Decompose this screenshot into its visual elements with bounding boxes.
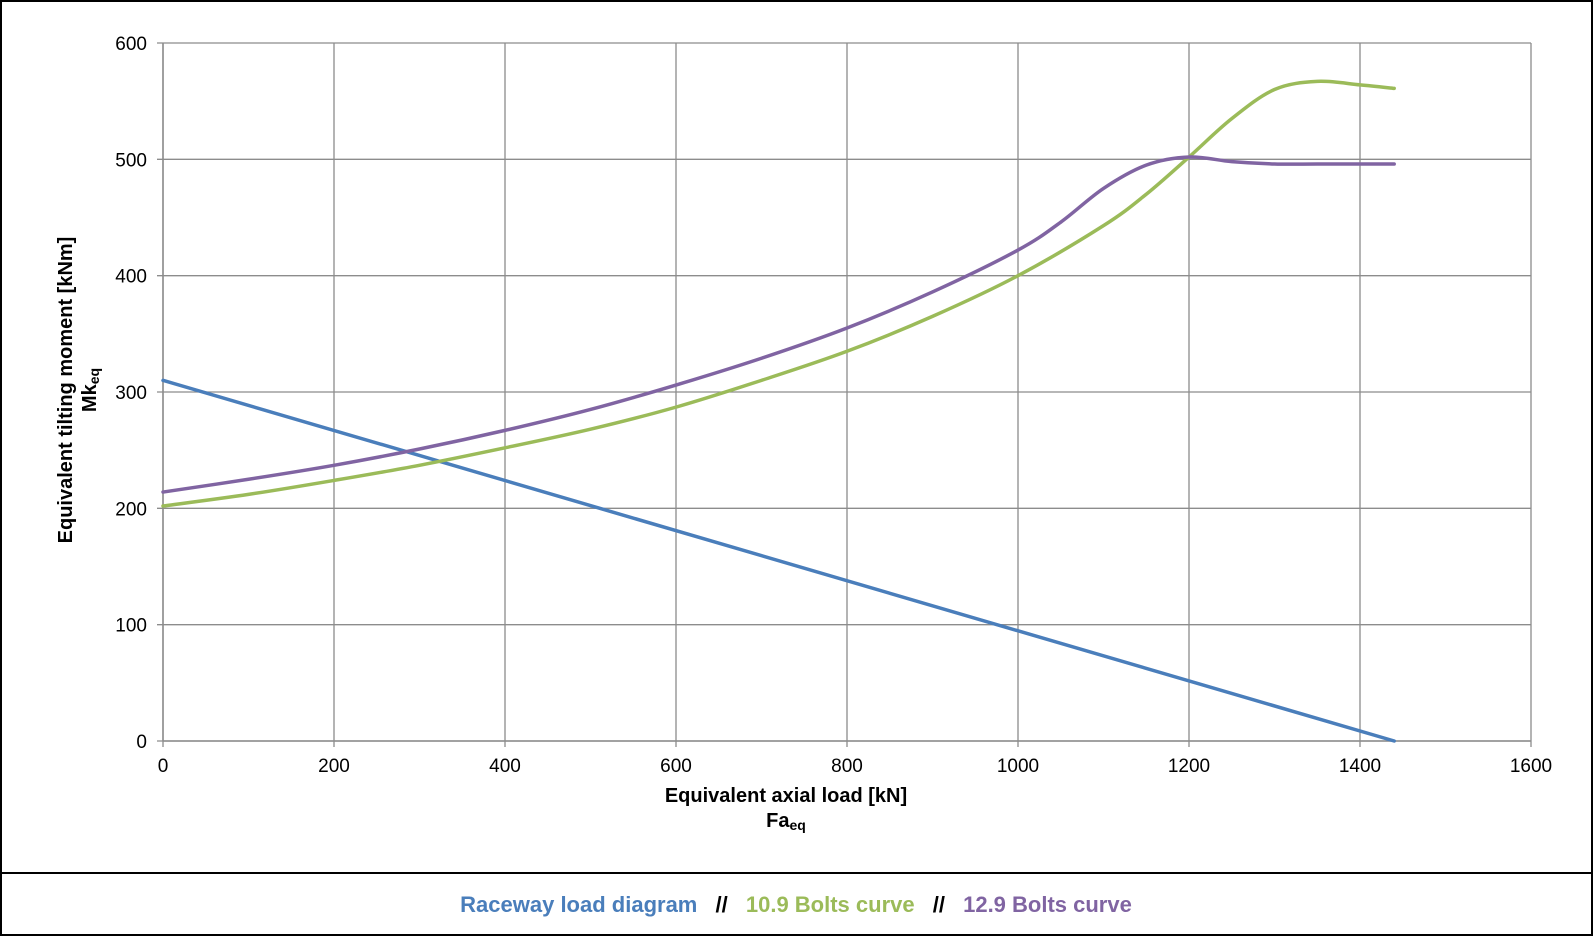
tick-layer: 0 200 400 600 800 1000 1200 1400 1600 0 100 200 300 4…	[115, 34, 1552, 777]
legend-entry-10-9-bolts: 10.9 Bolts curve	[746, 892, 915, 917]
y-axis-title-group: Equivalent tilting moment [kNm] Mkeq	[55, 237, 102, 544]
x-tick-label: 1600	[1510, 756, 1552, 777]
y-axis-subtitle-main: Mk	[79, 383, 101, 412]
x-axis-subtitle-suffix: eq	[790, 817, 806, 833]
y-tick-label: 300	[115, 383, 147, 404]
series-raceway-load-line	[161, 378, 1396, 743]
x-tick-label: 0	[158, 756, 169, 777]
x-axis-subtitle: Faeq	[766, 810, 806, 833]
y-tick-label: 500	[115, 150, 147, 171]
x-axis-subtitle-main: Fa	[766, 810, 790, 832]
series-layer	[161, 79, 1396, 743]
legend: Raceway load diagram // 10.9 Bolts curve…	[460, 892, 1132, 917]
x-tick-label: 1400	[1339, 756, 1381, 777]
y-axis-subtitle-suffix: eq	[86, 368, 102, 384]
legend-entry-12-9-bolts: 12.9 Bolts curve	[963, 892, 1132, 917]
y-tick-label: 200	[115, 499, 147, 520]
x-tick-label: 600	[660, 756, 692, 777]
y-axis-title: Equivalent tilting moment [kNm]	[55, 237, 77, 544]
y-tick-label: 100	[115, 616, 147, 637]
legend-separator-2: //	[933, 892, 945, 917]
y-tick-label: 400	[115, 267, 147, 288]
y-tick-label: 0	[136, 732, 147, 753]
x-tick-label: 1000	[997, 756, 1039, 777]
y-tick-label: 600	[115, 34, 147, 55]
x-axis-title: Equivalent axial load [kN]	[665, 785, 907, 807]
x-tick-label: 200	[318, 756, 350, 777]
x-tick-label: 400	[489, 756, 521, 777]
x-tick-label: 1200	[1168, 756, 1210, 777]
series-10-9-bolts-line	[161, 79, 1396, 508]
y-axis-subtitle: Mkeq	[79, 368, 102, 412]
x-tick-label: 800	[831, 756, 863, 777]
series-12-9-bolts-line	[161, 155, 1396, 494]
legend-separator-1: //	[716, 892, 728, 917]
legend-entry-raceway: Raceway load diagram	[460, 892, 697, 917]
